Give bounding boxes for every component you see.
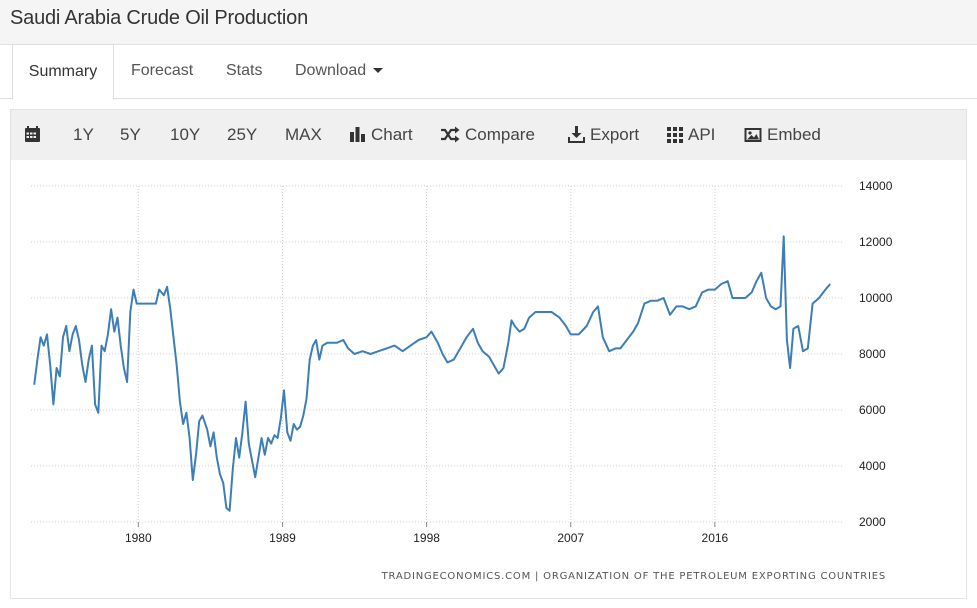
range-25y-label: 25Y — [227, 125, 258, 144]
range-1y-button[interactable]: 1Y — [73, 110, 94, 160]
y-tick-label: 10000 — [859, 291, 893, 305]
tab-stats-label: Stats — [226, 62, 263, 79]
calendar-button[interactable] — [24, 110, 46, 160]
tab-download-label: Download — [295, 62, 367, 79]
tab-download[interactable]: Download — [295, 44, 384, 98]
range-10y-button[interactable]: 10Y — [170, 110, 200, 160]
y-tick-label: 8000 — [859, 347, 886, 361]
chart-button-label: Chart — [371, 125, 413, 144]
range-10y-label: 10Y — [170, 125, 201, 144]
compare-button-label: Compare — [465, 125, 535, 144]
api-button[interactable]: API — [667, 110, 715, 160]
api-button-label: API — [688, 125, 716, 144]
caret-down-icon — [373, 68, 384, 74]
chart-button[interactable]: Chart — [349, 110, 413, 160]
shuffle-icon — [441, 126, 460, 143]
embed-button-label: Embed — [767, 125, 821, 144]
range-max-label: MAX — [285, 125, 322, 144]
tab-stats[interactable]: Stats — [226, 44, 262, 98]
x-tick-label: 2016 — [702, 531, 729, 545]
y-tick-label: 4000 — [859, 459, 886, 473]
range-5y-button[interactable]: 5Y — [120, 110, 141, 160]
y-tick-label: 6000 — [859, 403, 886, 417]
series-line — [33, 235, 831, 512]
title-bar: Saudi Arabia Crude Oil Production — [0, 0, 977, 45]
tab-bar: Summary Forecast Stats Download — [0, 44, 977, 100]
line-chart[interactable]: 2000 4000 6000 8000 10000 12000 14000 1980 1989 1… — [11, 160, 966, 598]
tab-forecast-label: Forecast — [131, 62, 194, 79]
tab-summary-label: Summary — [28, 63, 98, 80]
x-tick-label: 1989 — [269, 531, 296, 545]
bar-chart-icon — [350, 127, 365, 142]
calendar-icon — [25, 126, 40, 142]
range-5y-label: 5Y — [120, 125, 141, 144]
tab-forecast[interactable]: Forecast — [131, 44, 193, 98]
chart-toolbar: 1Y 5Y 10Y 25Y MAX Chart Compare Export A… — [10, 109, 967, 161]
range-max-button[interactable]: MAX — [285, 110, 322, 160]
grid-icon — [667, 127, 683, 143]
image-icon — [744, 128, 762, 142]
chart-container: 2000 4000 6000 8000 10000 12000 14000 1980 1989 1… — [10, 160, 967, 599]
embed-button[interactable]: Embed — [744, 110, 821, 160]
y-tick-label: 2000 — [859, 515, 886, 529]
x-tick-label: 2007 — [557, 531, 584, 545]
export-button[interactable]: Export — [568, 110, 639, 160]
export-button-label: Export — [590, 125, 640, 144]
range-25y-button[interactable]: 25Y — [227, 110, 257, 160]
x-tick-label: 1980 — [125, 531, 152, 545]
range-1y-label: 1Y — [73, 125, 94, 144]
y-tick-label: 12000 — [859, 235, 893, 249]
tab-summary[interactable]: Summary — [12, 44, 114, 100]
y-tick-label: 14000 — [859, 179, 893, 193]
compare-button[interactable]: Compare — [440, 110, 535, 160]
source-credit: TRADINGECONOMICS.COM | ORGANIZATION OF T… — [381, 571, 886, 582]
page-title: Saudi Arabia Crude Oil Production — [10, 7, 309, 29]
x-tick-label: 1998 — [413, 531, 440, 545]
download-icon — [568, 126, 585, 143]
